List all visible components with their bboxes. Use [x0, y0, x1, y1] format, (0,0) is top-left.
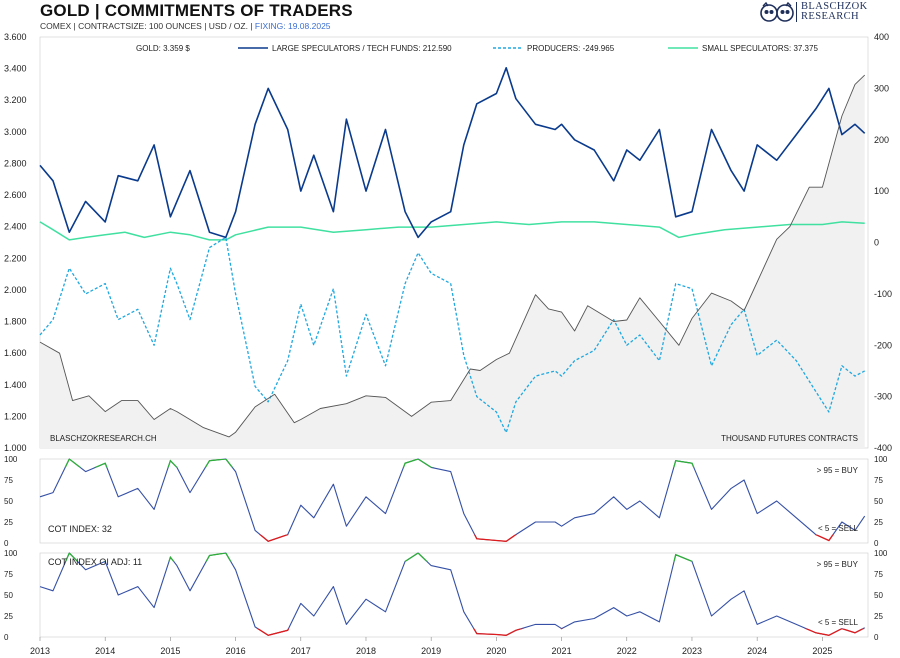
y-right-tick-label: -400 [874, 443, 892, 453]
right-axis-label: THOUSAND FUTURES CONTRACTS [721, 434, 858, 443]
watermark-text: BLASCHZOKRESEARCH.CH [50, 434, 157, 443]
x-tick-label: 2014 [95, 646, 115, 656]
x-tick-label: 2023 [682, 646, 702, 656]
x-tick-label: 2016 [226, 646, 246, 656]
cot-index-oi-adj-y-left-tick: 50 [4, 591, 13, 600]
y-right-tick-label: 400 [874, 32, 889, 42]
y-right-tick-label: 100 [874, 186, 889, 196]
x-tick-label: 2022 [617, 646, 637, 656]
legend-label: GOLD: 3.359 $ [136, 44, 190, 53]
cot-index-oi-adj-title: COT INDEX OI ADJ: 11 [48, 557, 142, 567]
y-left-tick-label: 3.000 [4, 127, 27, 137]
cot-index-oi-adj-y-right-tick: 0 [874, 633, 879, 642]
cot-index-sell-label: < 5 = SELL [818, 524, 859, 533]
y-left-tick-label: 2.000 [4, 285, 27, 295]
y-right-tick-label: -300 [874, 392, 892, 402]
y-left-tick-label: 1.400 [4, 380, 27, 390]
cot-index-oi-adj-sell-label: < 5 = SELL [818, 618, 859, 627]
logo-line-2: RESEARCH [801, 11, 860, 22]
legend-label: PRODUCERS: -249.965 [527, 44, 615, 53]
gold-price-area [40, 75, 865, 448]
cot-index-oi-adj-y-left-tick: 100 [4, 549, 18, 558]
cot-index-y-left-tick: 0 [4, 539, 9, 548]
cot-index-oi-adj-y-left-tick: 75 [4, 570, 13, 579]
cot-index-y-right-tick: 50 [874, 497, 883, 506]
y-left-tick-label: 2.200 [4, 253, 27, 263]
cot-index-buy-label: > 95 = BUY [817, 466, 859, 475]
y-right-tick-label: -100 [874, 289, 892, 299]
cot-index-oi-adj-y-left-tick: 0 [4, 633, 9, 642]
large-speculators-line [39, 67, 866, 239]
logo-divider [796, 2, 797, 22]
logo-text: BLASCHZOK RESEARCH [801, 1, 868, 22]
subtitle-text: COMEX | CONTRACTSIZE: 100 OUNCES | USD /… [40, 21, 253, 31]
cot-index-oi-adj-y-right-tick: 75 [874, 570, 883, 579]
cot-index-y-right-tick: 100 [874, 455, 888, 464]
gold-price-line [39, 74, 866, 438]
y-left-tick-label: 2.800 [4, 158, 27, 168]
y-right-tick-label: 300 [874, 83, 889, 93]
cot-index-y-left-tick: 100 [4, 455, 18, 464]
y-right-tick-label: -200 [874, 340, 892, 350]
y-left-tick-label: 3.200 [4, 95, 27, 105]
cot-index-y-left-tick: 75 [4, 476, 13, 485]
legend-label: SMALL SPECULATORS: 37.375 [702, 44, 818, 53]
x-tick-label: 2017 [291, 646, 311, 656]
y-left-tick-label: 1.800 [4, 317, 27, 327]
y-left-tick-label: 1.000 [4, 443, 27, 453]
cot-index-oi-adj-index-line [39, 552, 865, 636]
cot-index-oi-adj-plot-area [39, 552, 869, 638]
cot-index-oi-adj-y-right-tick: 25 [874, 612, 883, 621]
cot-index-plot-area [39, 458, 869, 544]
x-tick-label: 2025 [812, 646, 832, 656]
cot-index-oi-adj-y-right-tick: 100 [874, 549, 888, 558]
brand-logo: BLASCHZOK RESEARCH [760, 0, 868, 24]
twin-owl-logo-icon [760, 1, 794, 22]
x-tick-label: 2024 [747, 646, 767, 656]
x-tick-label: 2018 [356, 646, 376, 656]
x-tick-label: 2019 [421, 646, 441, 656]
cot-index-buy-zone-line [64, 459, 695, 468]
legend-label: LARGE SPECULATORS / TECH FUNDS: 212.590 [272, 44, 452, 53]
cot-index-y-left-tick: 50 [4, 497, 13, 506]
cot-index-oi-adj-buy-label: > 95 = BUY [817, 560, 859, 569]
page-subtitle: COMEX | CONTRACTSIZE: 100 OUNCES | USD /… [40, 21, 331, 31]
logo-line-1: BLASCHZOK [801, 1, 868, 12]
x-tick-label: 2020 [486, 646, 506, 656]
small-speculators-line [39, 221, 865, 241]
page-title: GOLD | COMMITMENTS OF TRADERS [40, 1, 353, 20]
y-right-tick-label: 0 [874, 238, 879, 248]
fixing-date: FIXING: 19.08.2025 [254, 21, 331, 31]
cot-index-y-left-tick: 25 [4, 518, 13, 527]
x-tick-label: 2015 [160, 646, 180, 656]
cot-index-oi-adj-y-right-tick: 50 [874, 591, 883, 600]
x-tick-label: 2013 [30, 646, 50, 656]
cot-index-y-right-tick: 25 [874, 518, 883, 527]
y-left-tick-label: 3.600 [4, 32, 27, 42]
y-right-tick-label: 200 [874, 135, 889, 145]
cot-index-oi-adj-y-left-tick: 25 [4, 612, 13, 621]
y-left-tick-label: 2.600 [4, 190, 27, 200]
cot-index-title: COT INDEX: 32 [48, 524, 112, 534]
y-left-tick-label: 2.400 [4, 222, 27, 232]
cot-index-y-right-tick: 75 [874, 476, 883, 485]
y-left-tick-label: 1.600 [4, 348, 27, 358]
x-tick-label: 2021 [552, 646, 572, 656]
y-left-tick-label: 1.200 [4, 411, 27, 421]
y-left-tick-label: 3.400 [4, 64, 27, 74]
producers-line [39, 236, 866, 434]
cot-index-y-right-tick: 0 [874, 539, 879, 548]
